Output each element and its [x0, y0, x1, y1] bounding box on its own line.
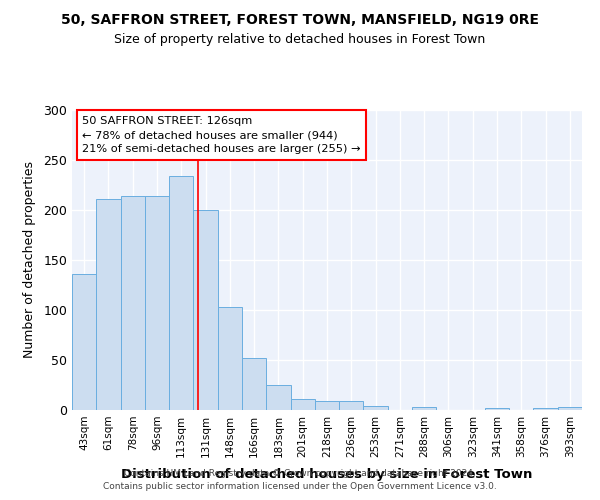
Y-axis label: Number of detached properties: Number of detached properties: [23, 162, 37, 358]
Text: 50, SAFFRON STREET, FOREST TOWN, MANSFIELD, NG19 0RE: 50, SAFFRON STREET, FOREST TOWN, MANSFIE…: [61, 12, 539, 26]
Text: Size of property relative to detached houses in Forest Town: Size of property relative to detached ho…: [115, 32, 485, 46]
Bar: [169, 176, 193, 410]
X-axis label: Distribution of detached houses by size in Forest Town: Distribution of detached houses by size …: [121, 468, 533, 481]
Bar: [193, 210, 218, 410]
Bar: [412, 407, 436, 410]
Bar: [72, 274, 96, 410]
Bar: [315, 401, 339, 410]
Bar: [218, 307, 242, 410]
Bar: [96, 199, 121, 410]
Text: 50 SAFFRON STREET: 126sqm
← 78% of detached houses are smaller (944)
21% of semi: 50 SAFFRON STREET: 126sqm ← 78% of detac…: [82, 116, 361, 154]
Bar: [485, 408, 509, 410]
Bar: [364, 406, 388, 410]
Bar: [242, 358, 266, 410]
Bar: [533, 408, 558, 410]
Text: Contains HM Land Registry data © Crown copyright and database right 2024.: Contains HM Land Registry data © Crown c…: [124, 468, 476, 477]
Text: Contains public sector information licensed under the Open Government Licence v3: Contains public sector information licen…: [103, 482, 497, 491]
Bar: [558, 407, 582, 410]
Bar: [290, 399, 315, 410]
Bar: [339, 401, 364, 410]
Bar: [266, 385, 290, 410]
Bar: [145, 196, 169, 410]
Bar: [121, 196, 145, 410]
